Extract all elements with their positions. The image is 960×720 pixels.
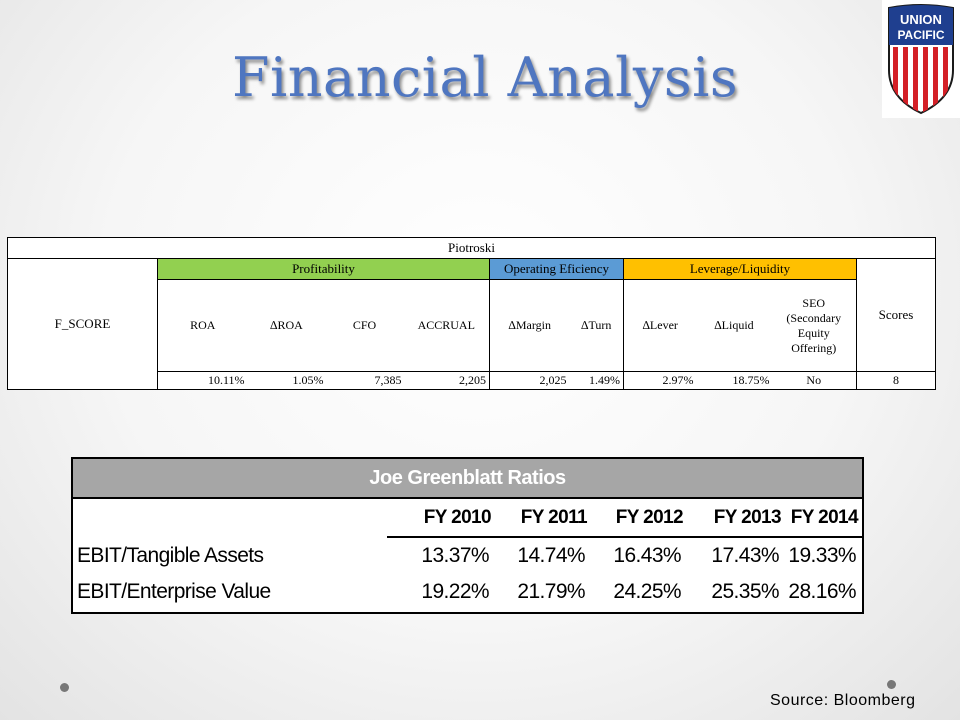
table-row: EBIT/Tangible Assets 13.37% 14.74% 16.43… — [73, 538, 862, 574]
col-delta-margin: ∆Margin — [489, 279, 570, 372]
year-header: FY 2014 — [790, 506, 859, 528]
operating-efficiency-header: Operating Eficiency — [489, 258, 624, 280]
val-delta-liquid: 18.75% — [696, 371, 772, 390]
val-delta-margin: 2,025 — [489, 371, 570, 390]
logo-line-1: UNION — [900, 12, 942, 27]
decorative-dot — [60, 683, 69, 692]
val-cfo: 7,385 — [325, 371, 404, 390]
logo-line-2: PACIFIC — [897, 28, 944, 42]
val-scores: 8 — [856, 371, 936, 390]
table-cell: 28.16% — [788, 580, 856, 603]
col-delta-liquid: ∆Liquid — [714, 318, 754, 332]
col-delta-roa: ∆ROA — [270, 318, 303, 332]
row-label: EBIT/Tangible Assets — [77, 544, 264, 567]
slide-title: Financial Analysis — [232, 46, 739, 109]
col-seo-line-4: Offering) — [791, 340, 837, 355]
decorative-dot — [887, 680, 896, 689]
col-accrual: ACCRUAL — [403, 279, 490, 372]
fscore-label: F_SCORE — [7, 258, 158, 390]
table-cell: 21.79% — [517, 580, 585, 603]
val-seo: No — [771, 371, 857, 390]
greenblatt-header-row: FY 2010 FY 2011 FY 2012 FY 2013 FY 2014 — [387, 499, 862, 538]
source-note: Source: Bloomberg — [770, 692, 916, 709]
piotroski-title: Piotroski — [7, 237, 936, 259]
union-pacific-logo: UNION PACIFIC — [882, 0, 960, 118]
year-header: FY 2010 — [423, 506, 492, 528]
val-delta-turn: 1.49% — [569, 371, 624, 390]
col-cfo: CFO — [352, 318, 377, 332]
col-seo-line-2: (Secondary — [786, 310, 842, 325]
table-cell: 17.43% — [711, 544, 779, 567]
scores-header: Scores — [856, 258, 936, 372]
year-header: FY 2012 — [615, 506, 684, 528]
leverage-liquidity-header: Leverage/Liquidity — [623, 258, 857, 280]
val-delta-roa: 1.05% — [247, 371, 326, 390]
col-delta-turn: ∆Turn — [569, 279, 624, 372]
col-seo-line-3: Equity — [797, 325, 830, 340]
greenblatt-title: Joe Greenblatt Ratios — [73, 459, 862, 499]
col-seo-line-1: SEO — [802, 295, 826, 310]
table-cell: 19.22% — [421, 580, 489, 603]
greenblatt-table: Joe Greenblatt Ratios FY 2010 FY 2011 FY… — [71, 457, 864, 614]
table-cell: 16.43% — [613, 544, 681, 567]
val-roa: 10.11% — [157, 371, 248, 390]
col-seo: SEO (Secondary Equity Offering) — [771, 279, 857, 372]
table-cell: 24.25% — [613, 580, 681, 603]
table-cell: 19.33% — [788, 544, 856, 567]
profitability-header: Profitability — [157, 258, 490, 280]
row-label: EBIT/Enterprise Value — [77, 580, 271, 603]
table-cell: 25.35% — [711, 580, 779, 603]
table-row: EBIT/Enterprise Value 19.22% 21.79% 24.2… — [73, 574, 862, 610]
col-delta-lever: ∆Lever — [623, 279, 697, 372]
table-cell: 14.74% — [517, 544, 585, 567]
col-roa: ROA — [157, 279, 248, 372]
year-header: FY 2011 — [520, 506, 588, 528]
val-delta-lever: 2.97% — [623, 371, 697, 390]
val-accrual: 2,205 — [403, 371, 490, 390]
year-header: FY 2013 — [713, 506, 782, 528]
union-pacific-shield-icon: UNION PACIFIC — [888, 4, 954, 115]
table-cell: 13.37% — [421, 544, 489, 567]
piotroski-table: Piotroski F_SCORE Profitability Operatin… — [7, 237, 936, 390]
